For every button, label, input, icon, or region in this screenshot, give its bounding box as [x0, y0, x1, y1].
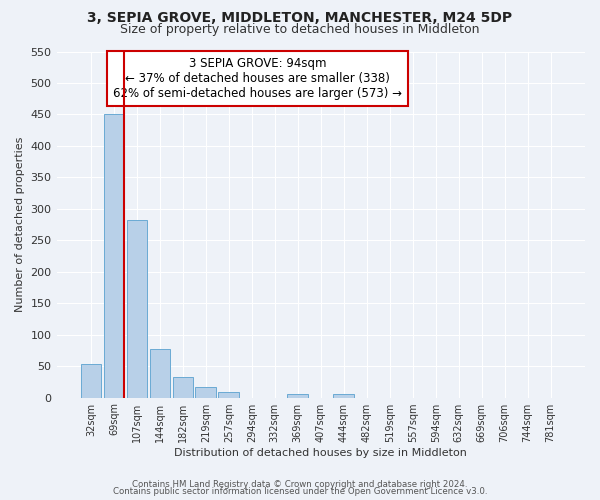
Bar	[287, 394, 308, 398]
X-axis label: Distribution of detached houses by size in Middleton: Distribution of detached houses by size …	[175, 448, 467, 458]
Bar	[80, 364, 101, 398]
Text: Size of property relative to detached houses in Middleton: Size of property relative to detached ho…	[120, 22, 480, 36]
Bar	[149, 348, 170, 398]
Bar	[196, 387, 216, 398]
Bar	[173, 378, 193, 398]
Text: 3, SEPIA GROVE, MIDDLETON, MANCHESTER, M24 5DP: 3, SEPIA GROVE, MIDDLETON, MANCHESTER, M…	[88, 11, 512, 25]
Bar	[218, 392, 239, 398]
Bar	[104, 114, 124, 398]
Y-axis label: Number of detached properties: Number of detached properties	[15, 137, 25, 312]
Bar	[334, 394, 354, 398]
Bar	[127, 220, 147, 398]
Text: 3 SEPIA GROVE: 94sqm
← 37% of detached houses are smaller (338)
62% of semi-deta: 3 SEPIA GROVE: 94sqm ← 37% of detached h…	[113, 56, 402, 100]
Text: Contains HM Land Registry data © Crown copyright and database right 2024.: Contains HM Land Registry data © Crown c…	[132, 480, 468, 489]
Text: Contains public sector information licensed under the Open Government Licence v3: Contains public sector information licen…	[113, 488, 487, 496]
